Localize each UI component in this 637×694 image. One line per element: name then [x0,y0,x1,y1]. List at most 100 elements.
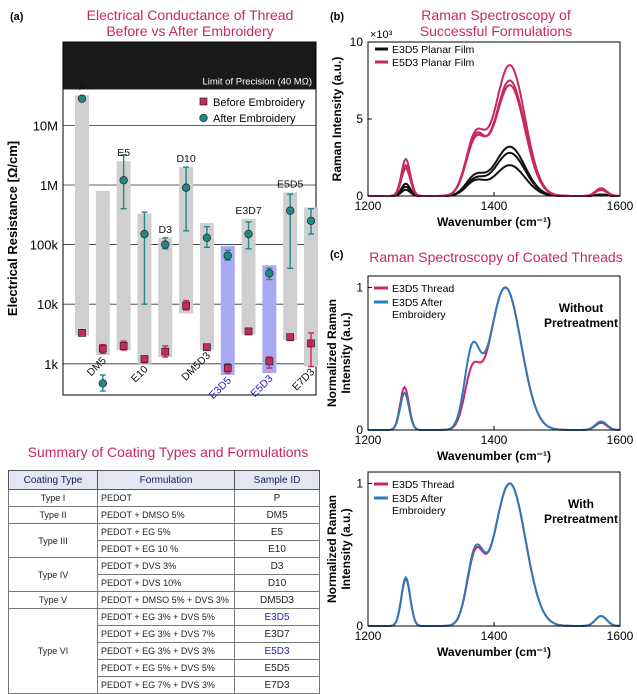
y-axis-label-line-2: Intensity (a.u.) [339,508,353,589]
range-bar [220,245,235,375]
coating-type-cell: Type IV [8,557,98,592]
y-tick-label: 1 [356,280,363,294]
table-header-cell: Sample ID [234,470,320,490]
x-tick-label: 1400 [481,199,508,213]
coating-type-cell: Type II [8,506,98,524]
x-tick-label: 1600 [607,433,634,447]
annotation-line-1: Without [559,301,604,315]
y-tick-label: 10k [37,297,58,312]
formulation-cell: PEDOT + EG 5% + DVS 5% [97,659,235,677]
table-row: Type I PEDOT P [8,489,320,507]
table-row: Type VI PEDOT + EG 3% + DVS 5% E3D5 [8,608,320,694]
series-line [368,79,620,197]
table-header-cell: Formulation [97,470,235,490]
legend-label: E3D5 Planar Film [392,44,475,56]
after-point [140,229,149,239]
legend-label-line-2: Embroidery [392,309,446,321]
formulation-cell: PEDOT + EG 5% [97,523,235,541]
x-tick-label: 1400 [481,433,508,447]
sample-id-cell: E7D3 [234,676,320,694]
after-point [223,251,232,260]
sample-id-cell: P [234,489,320,507]
formulation-cell: PEDOT + DMSO 5% + DVS 3% [97,591,235,609]
x-tick-label: 1200 [355,199,382,213]
range-bar [158,237,173,358]
table-row: PEDOT + EG 10 % E10 [9,540,320,558]
legend-label-line-2: Embroidery [392,505,446,517]
before-point [140,355,149,363]
panel-label-a: (a) [10,11,24,23]
formulation-cell: PEDOT + DMSO 5% [97,506,235,524]
y-tick-label: 1k [44,357,58,372]
spectrum-panel-c-bottom: 1200 1400 1600 0 1 Wavenumber (cm⁻¹) Normalize… [325,471,634,659]
before-point [78,329,86,337]
x-tick-label: 1400 [481,629,508,643]
sample-id-cell: E5D5 [234,659,320,677]
sample-E5D3: E5D3 [248,265,277,400]
panel-label-b: (b) [330,11,344,23]
formulation-cell: PEDOT + EG 3% + DVS 3% [97,642,235,660]
before-point [98,344,107,353]
legend-label: E5D3 Planar Film [392,57,475,69]
range-bar [75,95,89,336]
legend-label: E3D5 Thread [392,479,454,491]
table-row: PEDOT + DVS 10% D10 [9,574,320,592]
panel-label-c: (c) [330,249,344,261]
range-bar [116,161,131,351]
coating-type-cell: Type III [8,523,98,558]
table-row: Type IV PEDOT + DVS 3% D3 [8,557,320,592]
x-tick-label: 1200 [355,629,382,643]
y-tick-label: 5 [356,112,363,126]
sample-label: E5 [117,147,130,159]
x-tick-label: 1200 [355,433,382,447]
sample-id-cell: E3D5 [234,608,320,626]
y-tick-label: 0 [356,423,363,437]
legend-a: Before Embroidery After Embroidery [199,97,305,125]
sample-id-cell: E5 [234,523,320,541]
series-line [368,145,620,197]
sample-id-cell: E3D7 [234,625,320,643]
sample-P: P [75,81,89,337]
sample-label: D3 [159,224,173,236]
legend-label-line-1: E3D5 After [392,493,443,505]
before-point [203,343,211,352]
panel-a-title-line-2: Before vs After Embroidery [106,23,273,39]
annotation-line-2: Pretreatment [544,316,618,330]
table-row: Type III PEDOT + EG 5% E5 [8,523,320,558]
table-row: PEDOT + EG 3% + DVS 7% E3D7 [9,625,320,643]
table-row: PEDOT + EG 3% + DVS 3% E5D3 [9,642,320,660]
y-tick-label: 10 [350,35,364,49]
formulation-cell: PEDOT + DVS 10% [97,574,235,592]
table-header-cell: Coating Type [8,470,98,490]
legend-after-label: After Embroidery [213,113,296,125]
coating-type-cell: Type I [8,489,98,507]
before-point [286,333,295,342]
y-tick-label: 1M [40,178,58,193]
range-bar [262,265,277,374]
after-point [181,183,191,192]
legend-before-label: Before Embroidery [213,97,305,109]
formulation-cell: PEDOT [97,489,235,507]
legend-label-line-1: E3D5 After [392,297,443,309]
after-point [119,176,128,185]
sample-id-cell: D3 [234,557,320,575]
after-point [286,206,295,215]
limit-band [63,42,316,90]
spectrum-panel-b: 1200 1400 1600 0 5 10 Wavenumber (cm⁻¹) Raman S… [330,7,634,229]
range-bar [304,207,318,367]
formulation-cell: PEDOT + EG 3% + DVS 5% [97,608,235,626]
annotation-line-2: Pretreatment [544,512,618,526]
sample-id-cell: DM5 [234,506,320,524]
legend-after-marker [199,113,208,123]
formulation-cell: PEDOT + EG 7% + DVS 3% [97,676,235,694]
coating-type-cell: Type VI [8,608,98,694]
sample-label: E3D7 [235,205,261,217]
y-tick-label: 0 [356,619,363,633]
range-bar [95,190,110,356]
summary-table-title: Summary of Coating Types and Formulation… [27,444,309,460]
y-axis-label-line-2: Intensity (a.u.) [339,312,353,393]
before-point [223,364,232,372]
y-tick-label: 0 [356,189,363,203]
